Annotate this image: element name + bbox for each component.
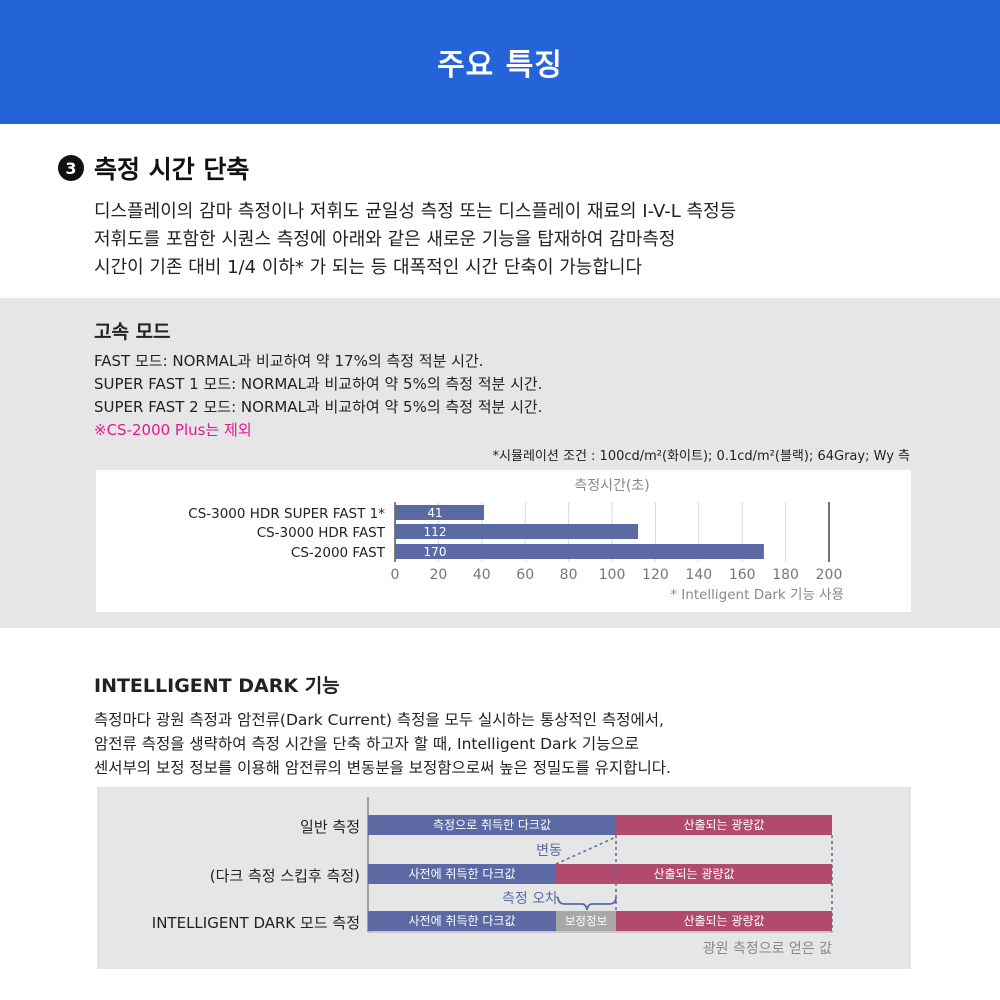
intelligent-dark-diagram: 일반 측정 측정으로 취득한 다크값 산출되는 광량값 (다크 측정 스킵후 측정) 사… [97,787,911,969]
fast-mode-note: ※CS-2000 Plus는 제외 [94,421,252,439]
category-label: CS-2000 FAST [291,545,386,561]
bar [395,505,484,520]
light-value-bar [556,864,832,884]
chart-title: 측정시간(초) [574,478,649,494]
row-label: INTELLIGENT DARK 모드 측정 [152,914,360,932]
diagram-svg: 일반 측정 측정으로 취득한 다크값 산출되는 광량값(다크 측정 스킵후 측정) 사… [152,797,833,957]
row-label: (다크 측정 스킵후 측정) [210,867,360,885]
x-tick-label: 160 [729,567,756,583]
bar-value-label: 41 [427,506,442,520]
bar [395,524,639,539]
fast-mode-description: FAST 모드: NORMAL과 비교하여 약 17%의 측정 적분 시간. S… [94,350,543,442]
row-label: 일반 측정 [300,818,360,836]
error-brace-icon [557,896,617,911]
light-value-label: 산출되는 광량값 [683,914,764,928]
dark-value-bar [368,815,616,835]
bar-value-label: 170 [424,545,447,559]
x-tick-label: 180 [772,567,799,583]
fast-mode-title: 고속 모드 [94,321,171,343]
bar [395,544,764,559]
x-tick-label: 120 [642,567,669,583]
fast-mode-line: SUPER FAST 1 모드: NORMAL과 비교하여 약 5%의 측정 적… [94,375,543,393]
dark-desc-line: 센서부의 보정 정보를 이용해 암전류의 변동분을 보정함으로써 높은 정밀도를… [94,759,671,777]
header-banner: 주요 특징 [0,0,1000,124]
section-title: 측정 시간 단축 [94,155,250,184]
dark-desc-line: 측정마다 광원 측정과 암전류(Dark Current) 측정을 모두 실시하… [94,711,664,729]
intelligent-dark-title: INTELLIGENT DARK 기능 [94,675,340,697]
x-tick-label: 140 [685,567,712,583]
x-tick-label: 200 [816,567,843,583]
x-tick-label: 40 [473,567,491,583]
dashed-guide [555,836,617,865]
chart-footnote: * Intelligent Dark 기능 사용 [670,587,844,603]
fast-mode-line: SUPER FAST 2 모드: NORMAL과 비교하여 약 5%의 측정 적… [94,398,543,416]
dark-value-bar [368,911,556,931]
dark-value-label: 사전에 취득한 다크값 [409,914,516,928]
measurement-time-chart: 측정시간(초) 0 20 40 60 80 100 120 140 160 180 200 CS-300… [96,470,911,612]
section-number-badge: 3 [58,155,84,181]
intelligent-dark-description: 측정마다 광원 측정과 암전류(Dark Current) 측정을 모두 실시하… [94,708,671,780]
dark-value-label: 사전에 취득한 다크값 [409,867,516,881]
light-value-label: 산출되는 광량값 [683,818,764,832]
category-label: CS-3000 HDR FAST [257,525,386,541]
error-label: 측정 오차 [502,891,558,907]
bottom-label: 광원 측정으로 얻은 값 [703,941,832,957]
x-tick-label: 60 [516,567,534,583]
light-value-bar [616,815,832,835]
dark-value-label: 측정으로 취득한 다크값 [433,818,551,832]
x-tick-label: 20 [429,567,447,583]
change-label: 변동 [536,843,562,859]
bar-value-label: 112 [424,525,447,539]
section-intro: 디스플레이의 감마 측정이나 저휘도 균일성 측정 또는 디스플레이 재료의 I… [94,198,736,282]
intro-line: 저휘도를 포함한 시퀀스 측정에 아래와 같은 새로운 기능을 탑재하여 감마측… [94,229,676,250]
page-title: 주요 특징 [437,48,563,83]
x-tick-label: 80 [560,567,578,583]
intro-line: 시간이 기존 대비 1/4 이하* 가 되는 등 대폭적인 시간 단축이 가능합… [94,257,643,278]
fast-mode-line: FAST 모드: NORMAL과 비교하여 약 17%의 측정 적분 시간. [94,352,484,370]
dark-desc-line: 암전류 측정을 생략하여 측정 시간을 단축 하고자 할 때, Intellig… [94,735,639,753]
chart-svg: 측정시간(초) 0 20 40 60 80 100 120 140 160 180 200 CS-300… [188,478,844,603]
category-label: CS-3000 HDR SUPER FAST 1* [188,506,385,522]
x-tick-label: 0 [391,567,400,583]
light-value-label: 산출되는 광량값 [653,867,734,881]
correction-bar [556,911,616,931]
light-value-bar [616,911,832,931]
intro-line: 디스플레이의 감마 측정이나 저휘도 균일성 측정 또는 디스플레이 재료의 I… [94,201,737,222]
correction-label: 보정정보 [565,914,607,928]
simulation-condition: *시뮬레이션 조건 : 100cd/m²(화이트); 0.1cd/m²(블랙);… [492,449,910,464]
dark-value-bar [368,864,556,884]
section-heading: 3 측정 시간 단축 [58,150,249,186]
x-tick-label: 100 [599,567,626,583]
